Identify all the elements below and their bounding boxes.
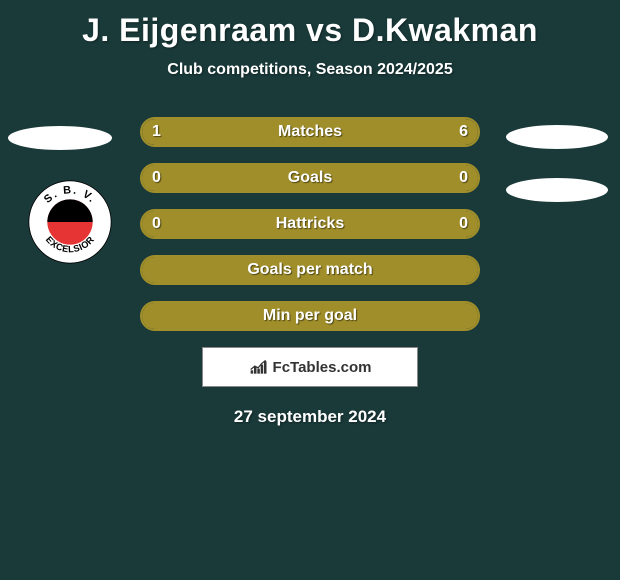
player2-club-placeholder — [506, 178, 608, 202]
bar-label: Hattricks — [142, 211, 478, 237]
player1-club-badge: S. B. V. EXCELSIOR — [28, 180, 112, 264]
attribution-text: FcTables.com — [273, 359, 372, 376]
bar-label: Goals — [142, 165, 478, 191]
stat-bar: Min per goal — [140, 301, 480, 331]
stat-bar: 00Hattricks — [140, 209, 480, 239]
stat-bar: Goals per match — [140, 255, 480, 285]
page-title: J. Eijgenraam vs D.Kwakman — [0, 0, 620, 49]
attribution-badge: FcTables.com — [202, 347, 418, 387]
subtitle: Club competitions, Season 2024/2025 — [0, 61, 620, 79]
bar-label: Min per goal — [142, 303, 478, 329]
bar-label: Matches — [142, 119, 478, 145]
player1-photo-placeholder — [8, 126, 112, 150]
date-label: 27 september 2024 — [0, 407, 620, 427]
bar-label: Goals per match — [142, 257, 478, 283]
comparison-bars: 16Matches 00Goals 00Hattricks Goals per mat… — [140, 117, 480, 331]
attribution-icon — [249, 358, 269, 376]
stat-bar: 00Goals — [140, 163, 480, 193]
stat-bar: 16Matches — [140, 117, 480, 147]
player2-photo-placeholder — [506, 125, 608, 149]
